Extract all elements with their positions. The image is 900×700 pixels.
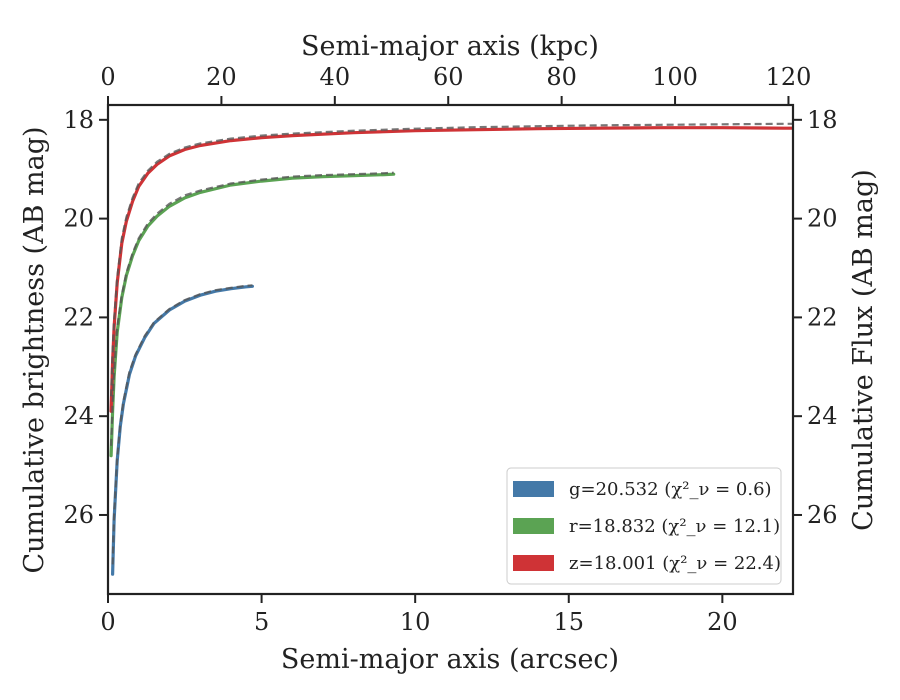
legend-swatch bbox=[513, 481, 554, 497]
series-line-g bbox=[110, 284, 254, 576]
model-line-2 bbox=[110, 122, 793, 397]
data-layer bbox=[109, 122, 793, 576]
top-x-tick-label: 80 bbox=[546, 63, 577, 91]
right-y-tick-label: 24 bbox=[807, 402, 838, 430]
top-x-tick-label: 20 bbox=[206, 63, 237, 91]
top-x-tick-label: 120 bbox=[766, 63, 812, 91]
legend-swatch bbox=[513, 518, 554, 534]
x-axis-label: Semi-major axis (arcsec) bbox=[281, 644, 619, 675]
right-y-tick-label: 18 bbox=[807, 106, 838, 134]
series-line-r bbox=[109, 172, 396, 458]
model-line-1 bbox=[110, 171, 394, 446]
legend-box bbox=[506, 467, 782, 585]
legend-entry: r=18.832 (χ²_ν = 12.1) bbox=[569, 516, 780, 537]
y-tick-label: 22 bbox=[63, 303, 94, 331]
right-y-tick-label: 20 bbox=[807, 205, 838, 233]
y-tick-label: 26 bbox=[63, 501, 94, 529]
legend-entry: z=18.001 (χ²_ν = 22.4) bbox=[569, 553, 781, 574]
model-line-0 bbox=[111, 284, 253, 565]
x-tick-label: 20 bbox=[707, 608, 738, 636]
x-tick-label: 0 bbox=[100, 608, 115, 636]
legend: g=20.532 (χ²_ν = 0.6) r=18.832 (χ²_ν = 12… bbox=[506, 467, 782, 585]
y-tick-label: 24 bbox=[63, 402, 94, 430]
y-axis-label: Cumulative brightness (AB mag) bbox=[19, 126, 50, 573]
series-line-z bbox=[109, 126, 793, 413]
x-tick-label: 10 bbox=[400, 608, 431, 636]
y-tick-label: 20 bbox=[63, 205, 94, 233]
legend-entry: g=20.532 (χ²_ν = 0.6) bbox=[569, 479, 772, 500]
plot-frame bbox=[106, 103, 795, 596]
right-y-tick-label: 22 bbox=[807, 303, 838, 331]
top-x-tick-label: 0 bbox=[100, 63, 115, 91]
top-x-axis-label: Semi-major axis (kpc) bbox=[301, 31, 599, 62]
legend-swatch bbox=[513, 555, 554, 571]
top-x-tick-label: 60 bbox=[433, 63, 464, 91]
top-x-tick-label: 100 bbox=[652, 63, 698, 91]
x-tick-label: 5 bbox=[254, 608, 269, 636]
ticks-layer: 0 5 10 15 20 0 20 40 60 80 100 120 18 18 20 20 22 22 24 24 2… bbox=[63, 63, 837, 636]
top-x-tick-label: 40 bbox=[320, 63, 351, 91]
y-tick-label: 18 bbox=[63, 106, 94, 134]
right-y-axis-label: Cumulative Flux (AB mag) bbox=[848, 169, 879, 531]
right-y-tick-label: 26 bbox=[807, 501, 838, 529]
x-tick-label: 15 bbox=[553, 608, 584, 636]
